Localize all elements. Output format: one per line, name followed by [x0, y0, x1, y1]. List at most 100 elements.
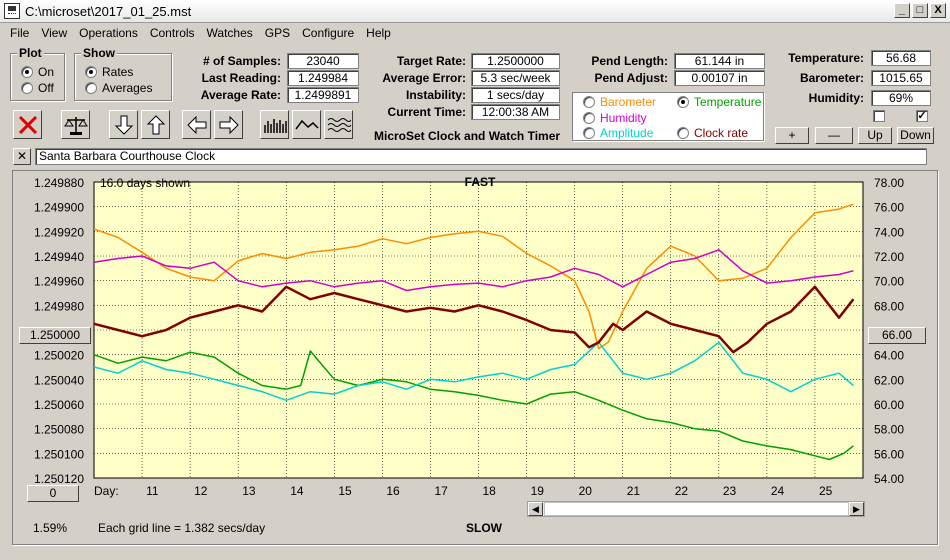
- x-tick-label: 25: [819, 484, 833, 498]
- show-rates-radio[interactable]: [85, 66, 97, 78]
- sensor-selector: Barometer Temperature Humidity Amplitude…: [572, 92, 764, 141]
- menu-operations[interactable]: Operations: [79, 25, 138, 40]
- last-reading-label: Last Reading:: [201, 71, 281, 85]
- pend-length-label: Pend Length:: [591, 54, 668, 68]
- menu-controls[interactable]: Controls: [149, 25, 195, 40]
- left-tick-label: 1.250060: [34, 398, 84, 412]
- scroll-up-button[interactable]: Up: [858, 127, 892, 144]
- last-reading-field: 1.249984: [287, 70, 359, 86]
- x-tick-label: 12: [194, 484, 208, 498]
- plot-on-option[interactable]: On: [21, 65, 54, 79]
- show-averages-option[interactable]: Averages: [85, 81, 152, 95]
- sensor-amplitude-option[interactable]: Amplitude: [583, 126, 653, 140]
- menu-help[interactable]: Help: [366, 25, 391, 40]
- scroll-right-arrow[interactable]: ▶: [849, 502, 864, 516]
- scroll-down-button[interactable]: Down: [897, 127, 934, 144]
- x-tick-label: 23: [723, 484, 737, 498]
- clock-name-field[interactable]: Santa Barbara Courthouse Clock: [35, 148, 927, 165]
- sensor-temperature-radio[interactable]: [677, 96, 689, 108]
- scroll-left-arrow[interactable]: ◀: [528, 502, 543, 516]
- pend-adjust-label: Pend Adjust:: [594, 71, 668, 85]
- balance-button[interactable]: [61, 110, 90, 139]
- arrow-down-button[interactable]: [109, 110, 138, 139]
- show-averages-radio[interactable]: [85, 82, 97, 94]
- menu-file[interactable]: File: [10, 25, 30, 40]
- samples-field: 23040: [287, 53, 359, 69]
- sensor-barometer-radio[interactable]: [583, 96, 595, 108]
- close-clock-button[interactable]: ✕: [13, 148, 31, 165]
- x-tick-label: 17: [434, 484, 448, 498]
- right-tick-label: 64.00: [874, 349, 904, 363]
- plot-off-label: Off: [38, 81, 54, 95]
- app-caption: MicroSet Clock and Watch Timer: [374, 129, 561, 143]
- series-line-clock-rate: [93, 285, 855, 354]
- scale-minus-button[interactable]: —: [815, 127, 853, 144]
- right-checkbox[interactable]: ✓: [916, 110, 928, 122]
- day-label: Day:: [94, 484, 119, 498]
- bar-graph-icon: [263, 118, 287, 133]
- center-rate-button[interactable]: 1.250000: [19, 327, 91, 344]
- offset-button[interactable]: 0: [27, 485, 79, 502]
- right-tick-label: 74.00: [874, 225, 904, 239]
- grid-note: Each grid line = 1.382 secs/day: [98, 521, 265, 535]
- left-tick-label: 1.249980: [34, 299, 84, 313]
- bar-graph-button[interactable]: [260, 110, 289, 139]
- stop-button[interactable]: [13, 110, 42, 139]
- plot-off-radio[interactable]: [21, 82, 33, 94]
- sensor-clockrate-option[interactable]: Clock rate: [677, 126, 748, 140]
- arrow-down-icon: [114, 115, 133, 135]
- sensor-humidity-radio[interactable]: [583, 112, 595, 124]
- scale-plus-button[interactable]: +: [775, 127, 809, 144]
- right-tick-label: 70.00: [874, 275, 904, 289]
- sensor-barometer-option[interactable]: Barometer: [583, 95, 656, 109]
- average-error-label: Average Error:: [382, 71, 466, 85]
- sensor-temperature-option[interactable]: Temperature: [677, 95, 761, 109]
- horizontal-scrollbar[interactable]: ◀ ▶: [527, 501, 865, 517]
- right-tick-label: 76.00: [874, 201, 904, 215]
- series-line-humidity: [93, 249, 854, 292]
- x-tick-label: 24: [771, 484, 785, 498]
- right-tick-label: 58.00: [874, 423, 904, 437]
- right-tick-label: 56.00: [874, 447, 904, 461]
- menu-bar: File View Operations Controls Watches GP…: [0, 23, 950, 42]
- sensor-amplitude-label: Amplitude: [600, 126, 654, 140]
- show-group: Show Rates Averages: [74, 46, 172, 101]
- temperature-field: 56.68: [871, 50, 931, 66]
- show-group-title: Show: [81, 46, 117, 60]
- series-line-amplitude: [93, 341, 854, 402]
- menu-configure[interactable]: Configure: [302, 25, 355, 40]
- pend-length-field: 61.144 in: [674, 53, 765, 69]
- menu-gps[interactable]: GPS: [264, 25, 291, 40]
- sensor-clockrate-radio[interactable]: [677, 127, 689, 139]
- left-tick-label: 1.250100: [34, 447, 84, 461]
- close-button[interactable]: X: [930, 3, 946, 18]
- arrow-left-button[interactable]: [182, 110, 211, 139]
- plot-group-title: Plot: [17, 46, 44, 60]
- scroll-thumb[interactable]: [544, 502, 849, 516]
- maximize-button[interactable]: □: [912, 3, 928, 18]
- sensor-amplitude-radio[interactable]: [583, 127, 595, 139]
- show-rates-label: Rates: [102, 65, 134, 79]
- left-tick-label: 1.249920: [34, 225, 84, 239]
- show-rates-option[interactable]: Rates: [85, 65, 133, 79]
- arrow-up-button[interactable]: [141, 110, 170, 139]
- wave-graph-button[interactable]: [324, 110, 353, 139]
- left-axis-ticks: 1.249880 1.249900 1.249920 1.249940 1.249960…: [34, 176, 84, 486]
- x-tick-label: 14: [290, 484, 304, 498]
- arrow-right-button[interactable]: [214, 110, 243, 139]
- sensor-humidity-option[interactable]: Humidity: [583, 111, 647, 125]
- line-graph-button[interactable]: [292, 110, 321, 139]
- title-bar: C:\microset\2017_01_25.mst _ □ X: [0, 0, 950, 23]
- menu-view[interactable]: View: [41, 25, 68, 40]
- left-checkbox[interactable]: [873, 110, 885, 122]
- window-controls: _ □ X: [894, 3, 946, 18]
- right-tick-label: 72.00: [874, 250, 904, 264]
- plot-on-radio[interactable]: [21, 66, 33, 78]
- plot-off-option[interactable]: Off: [21, 81, 54, 95]
- menu-watches[interactable]: Watches: [206, 25, 253, 40]
- minimize-button[interactable]: _: [894, 3, 910, 18]
- x-tick-label: 19: [531, 484, 545, 498]
- average-rate-field: 1.2499891: [287, 87, 359, 103]
- average-rate-label: Average Rate:: [200, 88, 281, 102]
- center-value-button[interactable]: 66.00: [868, 327, 926, 344]
